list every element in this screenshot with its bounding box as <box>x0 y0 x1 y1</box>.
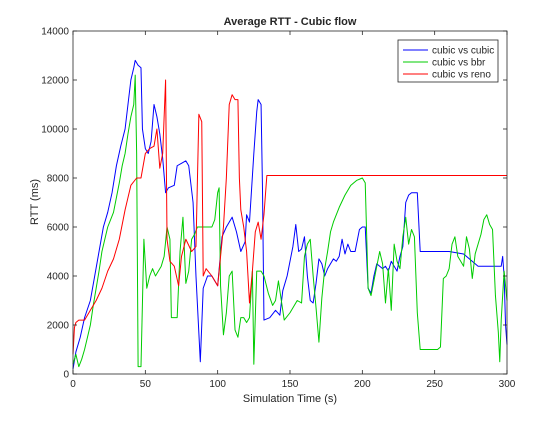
x-tick-label-0: 0 <box>70 379 76 390</box>
legend-label-0: cubic vs cubic <box>432 46 494 57</box>
y-tick-label-6: 12000 <box>41 76 69 87</box>
legend-box <box>397 39 499 83</box>
x-tick-label-2: 100 <box>209 379 226 390</box>
series-line-0 <box>72 59 508 370</box>
ticks-layer: 0 50 100 150 200 250 300 0 2000 4000 6000 8000 10000… <box>41 27 516 391</box>
y-tick-label-7: 14000 <box>41 27 69 38</box>
series-layer <box>72 59 508 370</box>
x-axis-label: Simulation Time (s) <box>243 393 337 405</box>
x-tick-label-6: 300 <box>499 379 516 390</box>
x-tick-label-3: 150 <box>282 379 299 390</box>
y-axis-label: RTT (ms) <box>29 179 41 225</box>
y-tick-label-5: 10000 <box>41 125 69 136</box>
y-tick-label-2: 4000 <box>47 272 70 283</box>
y-tick-label-3: 6000 <box>47 223 70 234</box>
series-line-2 <box>72 79 507 355</box>
y-tick-label-1: 2000 <box>47 321 70 332</box>
y-tick-label-4: 8000 <box>47 174 70 185</box>
x-tick-label-1: 50 <box>140 379 152 390</box>
x-tick-label-5: 250 <box>426 379 443 390</box>
series-line-1 <box>72 74 508 368</box>
y-tick-label-0: 0 <box>63 370 69 381</box>
plot-area <box>73 31 507 374</box>
legend-label-2: cubic vs reno <box>432 70 491 81</box>
chart-title: Average RTT - Cubic flow <box>224 16 357 28</box>
legend-label-1: cubic vs bbr <box>432 58 486 69</box>
x-tick-label-4: 200 <box>354 379 371 390</box>
